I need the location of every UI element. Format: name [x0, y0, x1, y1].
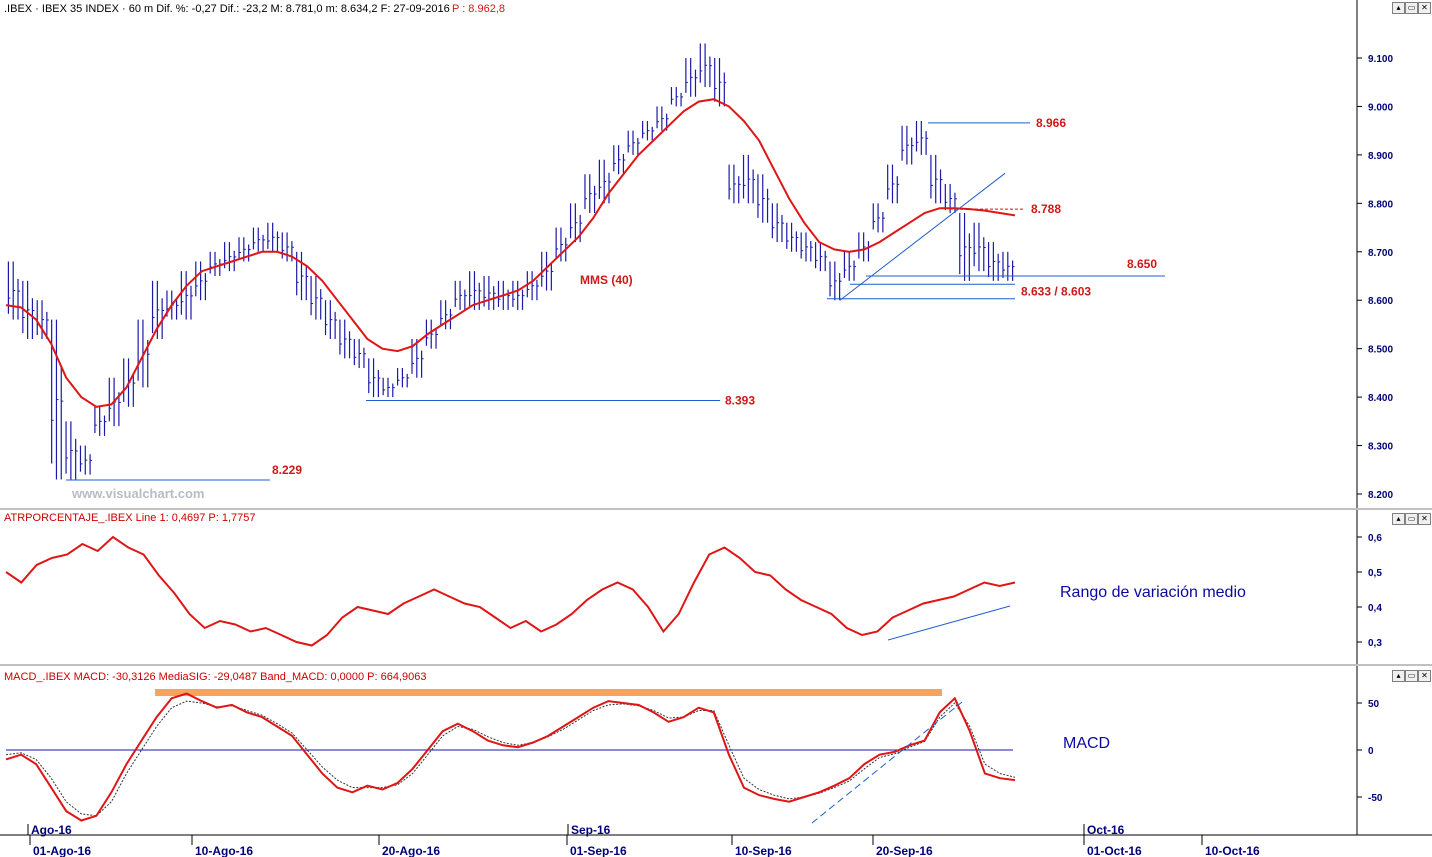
atr-title: ATRPORCENTAJE_.IBEX Line 1: 0,4697 P: 1,…	[4, 512, 256, 524]
level-label-8229: 8.229	[272, 463, 302, 477]
level-label-8966: 8.966	[1036, 116, 1066, 130]
ibex-price: P : 8.962,8	[452, 3, 505, 15]
atr-trendline	[887, 605, 1011, 641]
level-label-8633-8603: 8.633 / 8.603	[1021, 285, 1091, 299]
support-trendline	[839, 172, 1006, 301]
date-label: 01-Sep-16	[570, 844, 627, 857]
month-label: Oct-16	[1087, 823, 1125, 837]
atr-axis-label: 0,4	[1368, 603, 1382, 614]
atr-axis-label: 0,3	[1368, 638, 1382, 649]
atr-maximize-button[interactable]: ▭	[1405, 513, 1418, 525]
atr-panel[interactable]: 0,6 0,5 0,4 0,3 Rango de variación medio	[5, 533, 1382, 649]
macd-maximize-button[interactable]: ▭	[1405, 670, 1418, 682]
atr-minimize-button[interactable]: ▴	[1392, 513, 1405, 525]
price-axis-label: 8.200	[1368, 490, 1393, 501]
price-axis-label: 8.800	[1368, 199, 1393, 210]
price-maximize-button[interactable]: ▭	[1405, 2, 1418, 14]
date-label: 20-Ago-16	[382, 844, 440, 857]
atr-close-button[interactable]: ✕	[1418, 513, 1431, 525]
month-label: Sep-16	[571, 823, 611, 837]
macd-minimize-button[interactable]: ▴	[1392, 670, 1405, 682]
date-label: 01-Ago-16	[33, 844, 91, 857]
x-axis: Ago-16 Sep-16 Oct-16 01-Ago-16 10-Ago-16 20-A…	[27, 823, 1260, 857]
macd-line	[5, 692, 1016, 822]
macd-axis-label: 50	[1368, 699, 1380, 710]
price-axis-label: 8.400	[1368, 393, 1393, 404]
date-label: 10-Ago-16	[195, 844, 253, 857]
atr-axis-label: 0,6	[1368, 533, 1382, 544]
price-axis-label: 8.600	[1368, 296, 1393, 307]
price-axis-label: 9.100	[1368, 54, 1393, 65]
macd-signal-line	[5, 700, 1016, 817]
month-label: Ago-16	[31, 823, 72, 837]
price-axis-label: 8.500	[1368, 345, 1393, 356]
ma-label: MMS (40)	[580, 273, 633, 287]
date-label: 01-Oct-16	[1087, 844, 1142, 857]
price-axis-label: 9.000	[1368, 102, 1393, 113]
moving-average-line	[5, 98, 1016, 408]
macd-annotation: MACD	[1063, 735, 1110, 752]
atr-axis-label: 0,5	[1368, 568, 1382, 579]
macd-panel[interactable]: 50 0 -50 MACD	[5, 689, 1383, 824]
macd-axis-label: -50	[1368, 793, 1383, 804]
macd-trendline	[811, 701, 963, 824]
macd-title: MACD_.IBEX MACD: -30,3126 MediaSIG: -29,…	[4, 671, 427, 683]
price-axis-label: 8.700	[1368, 248, 1393, 259]
price-axis-label: 8.300	[1368, 442, 1393, 453]
date-label: 10-Oct-16	[1205, 844, 1260, 857]
price-axis-label: 8.900	[1368, 151, 1393, 162]
level-label-8788: 8.788	[1031, 202, 1061, 216]
macd-close-button[interactable]: ✕	[1418, 670, 1431, 682]
macd-highlight-band	[155, 689, 942, 696]
price-minimize-button[interactable]: ▴	[1392, 2, 1405, 14]
atr-line	[5, 535, 1016, 647]
price-panel[interactable]: 9.100 9.000 8.900 8.800 8.700 8.600 8.500 8.400…	[5, 43, 1393, 501]
level-label-8393: 8.393	[725, 394, 755, 408]
date-label: 10-Sep-16	[735, 844, 792, 857]
watermark: www.visualchart.com	[71, 486, 204, 501]
price-close-button[interactable]: ✕	[1418, 2, 1431, 14]
ibex-title: .IBEX · IBEX 35 INDEX · 60 m Dif. %: -0,…	[4, 3, 450, 15]
date-label: 20-Sep-16	[876, 844, 933, 857]
level-label-8650: 8.650	[1127, 257, 1157, 271]
macd-axis-label: 0	[1368, 746, 1374, 757]
atr-annotation: Rango de variación medio	[1060, 584, 1246, 601]
